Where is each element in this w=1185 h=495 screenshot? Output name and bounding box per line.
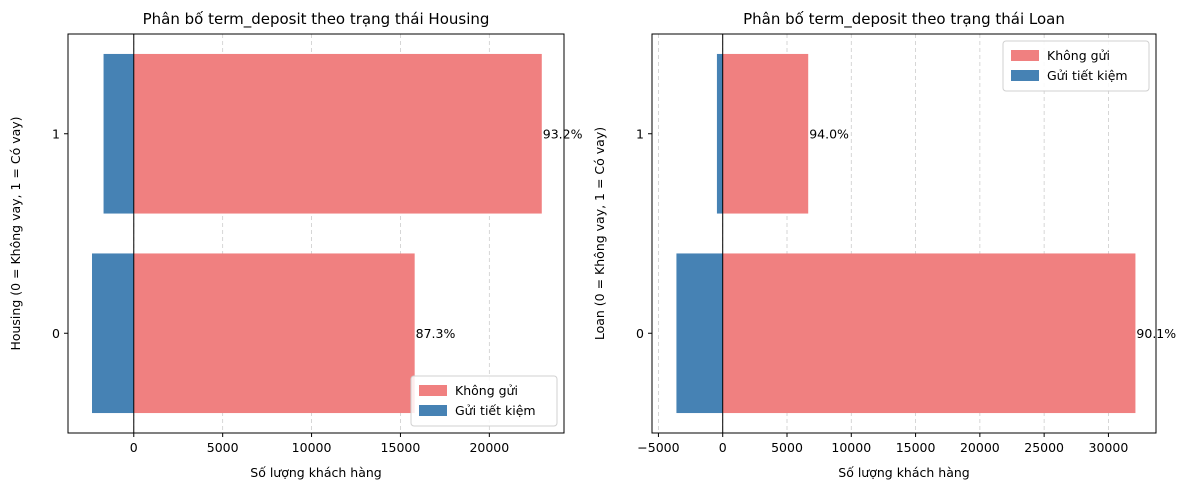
x-tick-label: 20000 (469, 440, 509, 455)
percent-label: 93.2% (543, 126, 583, 141)
x-tick-label: 15000 (896, 440, 936, 455)
x-tick-label: 15000 (381, 440, 421, 455)
y-tick-label: 1 (52, 126, 60, 141)
bar-khong-gui-1 (133, 53, 542, 214)
legend-box (410, 375, 558, 427)
bar-gui-tiet-kiem-1 (716, 53, 723, 214)
plot-frame (67, 33, 565, 434)
plot-frame (651, 33, 1157, 434)
x-tick-label: 5000 (207, 440, 239, 455)
legend-entry: Không gửi (1047, 48, 1110, 63)
legend: Không gửi Gửi tiết kiệm (410, 375, 558, 427)
bar-khong-gui-0 (133, 253, 415, 414)
x-tick-label: 10000 (831, 440, 871, 455)
x-tick-label: 0 (130, 440, 138, 455)
legend-entry: Gửi tiết kiệm (455, 403, 536, 418)
x-tick-label: 5000 (771, 440, 803, 455)
bar-gui-tiet-kiem-0 (92, 253, 134, 414)
y-axis-label: Housing (0 = Không vay, 1 = Có vay) (8, 116, 23, 350)
legend-entry: Không gửi (455, 383, 518, 398)
x-tick-label: 25000 (1024, 440, 1064, 455)
y-axis-label: Loan (0 = Không vay, 1 = Có vay) (592, 127, 607, 340)
bar-gui-tiet-kiem-0 (676, 253, 723, 414)
percent-label: 87.3% (416, 326, 456, 341)
x-tick-label: 0 (719, 440, 727, 455)
y-tick-label: 0 (52, 326, 60, 341)
loan-chart: 90.1%94.0%−5000 0 5000 10000 15000 20000 25000… (592, 10, 1176, 480)
legend-box (1002, 40, 1150, 92)
x-tick-label: 10000 (292, 440, 332, 455)
legend-swatch (1011, 50, 1039, 61)
legend-swatch (419, 385, 447, 396)
x-axis-label: Số lượng khách hàng (250, 465, 381, 480)
bar-khong-gui-1 (722, 53, 809, 214)
legend: Không gửi Gửi tiết kiệm (1002, 40, 1150, 92)
legend-swatch (419, 405, 447, 416)
x-tick-label: 30000 (1089, 440, 1129, 455)
y-tick-label: 1 (636, 126, 644, 141)
x-tick-label: 20000 (960, 440, 1000, 455)
bar-gui-tiet-kiem-1 (103, 53, 134, 214)
bar-khong-gui-0 (722, 253, 1136, 414)
housing-chart: 87.3% 93.2% 0 5000 10000 15000 20000 0 1 Phân bố … (8, 10, 583, 480)
chart-title: Phân bố term_deposit theo trạng thái Loa… (743, 10, 1065, 29)
x-tick-label: −5000 (637, 440, 679, 455)
legend-swatch (1011, 70, 1039, 81)
percent-label: 94.0% (809, 126, 849, 141)
chart-title: Phân bố term_deposit theo trạng thái Hou… (143, 10, 490, 29)
y-tick-label: 0 (636, 326, 644, 341)
x-axis-label: Số lượng khách hàng (838, 465, 969, 480)
legend-entry: Gửi tiết kiệm (1047, 68, 1128, 83)
